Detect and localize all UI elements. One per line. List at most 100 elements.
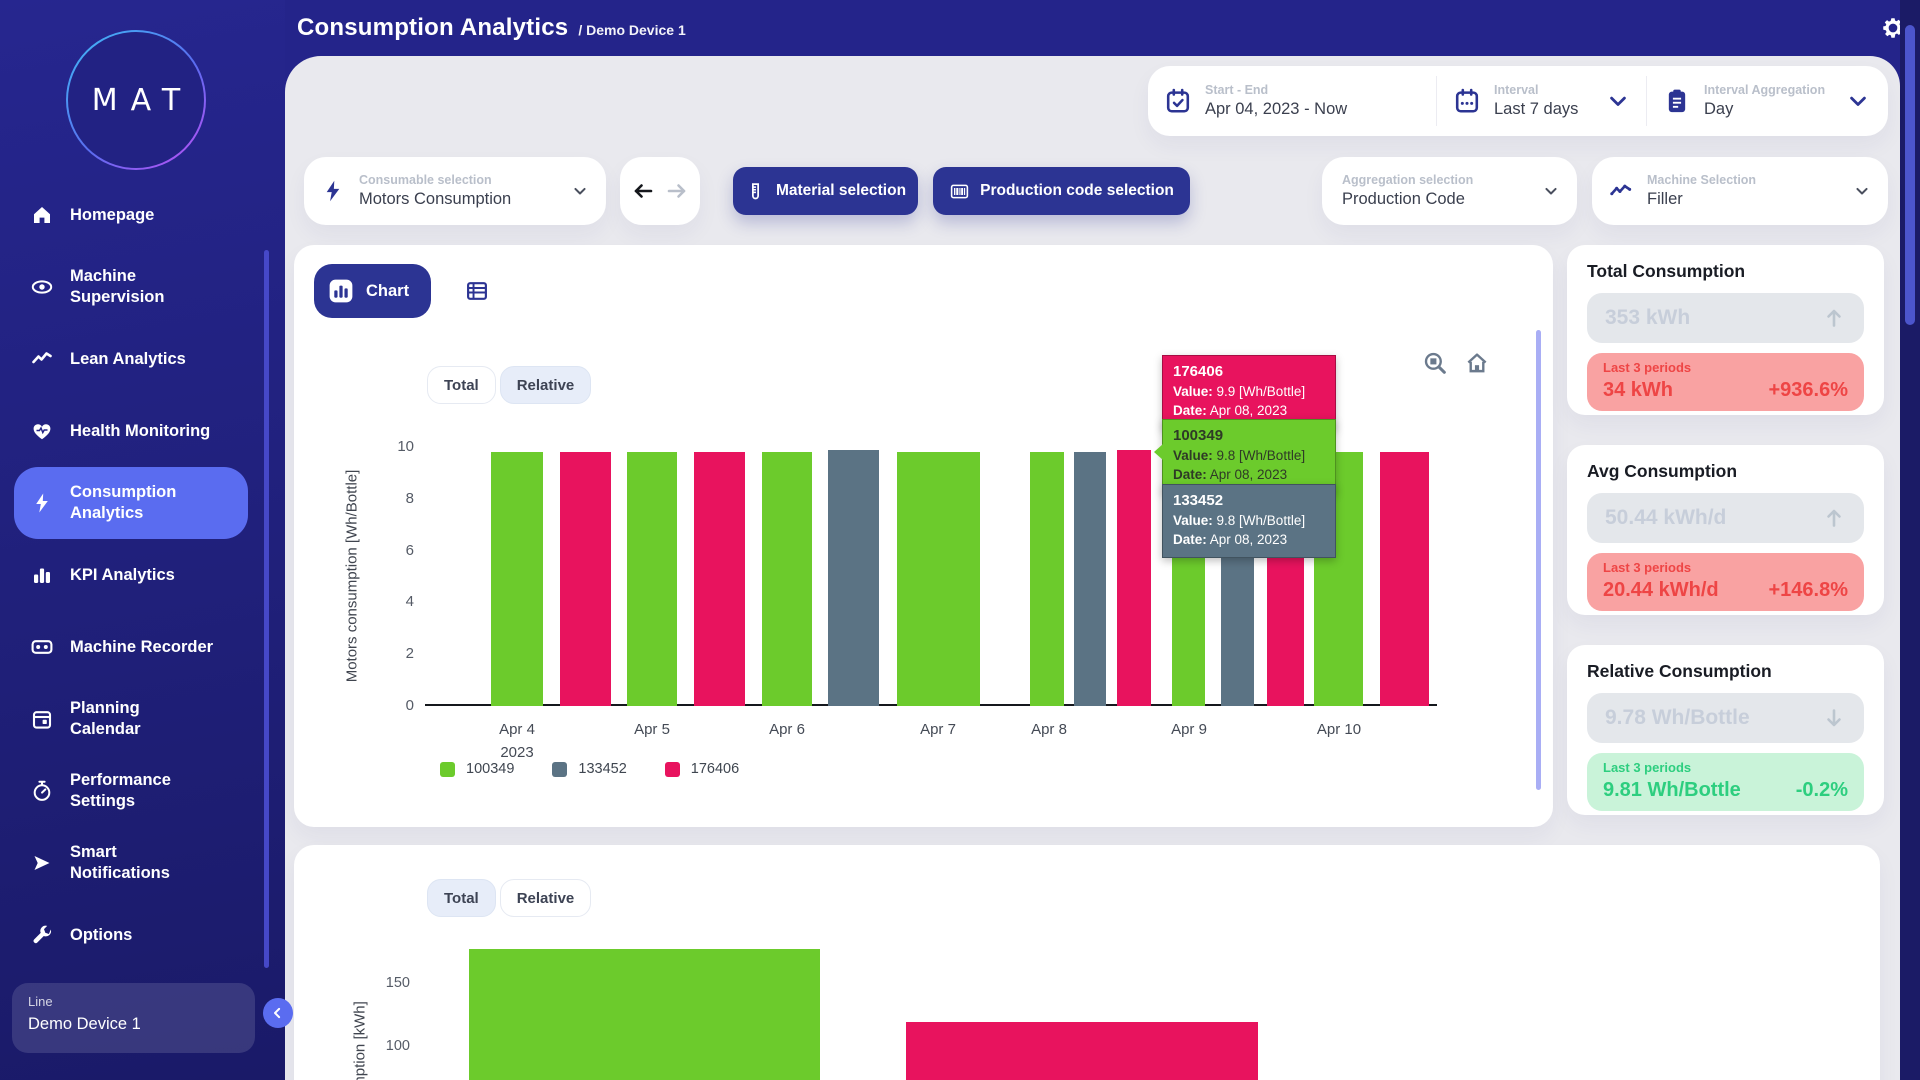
settings-gear-icon[interactable] [1880,15,1906,41]
sidebar-item-consumption-analytics[interactable]: Consumption Analytics [14,467,248,539]
y-tick-label: 0 [405,697,414,714]
bar-133452[interactable] [828,450,879,706]
material-selection-button[interactable]: Material selection [733,167,918,215]
consumable-label: Consumable selection [359,173,492,187]
sidebar-item-homepage[interactable]: Homepage [14,179,248,251]
machine-select[interactable]: Machine Selection Filler [1592,157,1888,225]
tooltip-series: 133452 [1173,492,1224,509]
top-chart-ylabel: Motors consumption [Wh/Bottle] [343,469,361,683]
toggle-total[interactable]: Total [427,879,496,917]
sidebar-item-kpi-analytics[interactable]: KPI Analytics [14,539,248,611]
barcode-icon [949,181,970,202]
chart-view-button[interactable]: Chart [314,264,432,318]
bolt-icon [320,178,346,204]
y-tick-label: 150 [385,975,410,991]
divider [1646,76,1647,126]
device-chip[interactable]: Line Demo Device 1 [12,983,255,1053]
x-tick-label: Apr 10 [1316,721,1362,738]
kpi-trend-value: 20.44 kWh/d [1603,579,1719,601]
aggregation-value: Production Code [1342,190,1465,208]
kpi-trend-value: 9.81 Wh/Bottle [1603,779,1741,801]
top-chart-card: Chart Total Relative Motors consumption [… [294,245,1553,827]
home-icon [30,203,54,227]
sidebar-item-machine-supervision[interactable]: Machine Supervision [14,251,248,323]
bar-100349[interactable] [762,452,812,706]
tooltip-value: Value: 9.8 [Wh/Bottle] [1173,448,1306,464]
bar-100349[interactable] [1030,452,1064,706]
start-end-picker[interactable]: Start - End Apr 04, 2023 - Now [1148,66,1436,136]
kpi-trend-pill: Last 3 periods 20.44 kWh/d +146.8% [1587,553,1864,611]
bar-176406[interactable] [906,1022,1258,1080]
bar-176406[interactable] [694,452,745,706]
tooltip-date: Date: Apr 08, 2023 [1173,532,1288,548]
chevron-down-icon [1541,181,1561,201]
y-tick-label: 2 [405,645,414,663]
bar-100349[interactable] [491,452,543,706]
arrow-forward-icon[interactable] [665,179,689,203]
bars-icon [30,563,54,587]
sidebar-collapse-button[interactable] [263,998,293,1028]
kpi-current-pill: 9.78 Wh/Bottle [1587,693,1864,743]
device-type-label: Line [28,994,53,1009]
kpi-current-value: 50.44 kWh/d [1605,506,1727,529]
kpi-current-pill: 353 kWh [1587,293,1864,343]
production-code-selection-button[interactable]: Production code selection [933,167,1190,215]
bar-133452[interactable] [1074,452,1106,706]
gauge-icon [30,779,54,803]
y-tick-label: 4 [405,593,414,611]
wrench-icon [30,923,54,947]
sidebar-item-label: Options [70,925,133,944]
arrow-up-icon [1822,506,1846,530]
chevron-left-icon [269,1004,287,1022]
interval-aggregation-select[interactable]: Interval Aggregation Day [1647,66,1888,136]
sidebar-item-lean-analytics[interactable]: Lean Analytics [14,323,248,395]
kpi-card-total-consumption: Total Consumption 353 kWh Last 3 periods 34… [1567,245,1884,415]
calendar-check-icon [1164,87,1192,115]
sidebar-item-label: Machine Supervision [70,267,165,306]
table-view-icon[interactable] [464,278,490,304]
x-tick-label: Apr 4 2023 [499,721,535,762]
kpi-trend-delta: +146.8% [1768,579,1848,601]
kpi-trend-pill: Last 3 periods 9.81 Wh/Bottle -0.2% [1587,753,1864,811]
toggle-relative[interactable]: Relative [499,366,592,404]
bar-100349[interactable] [897,452,980,706]
arrow-back-icon[interactable] [631,179,655,203]
trend-icon [30,347,54,371]
interval-aggregation-value: Day [1704,100,1734,118]
legend-item-176406[interactable]: 176406 [664,761,739,777]
bar-100349[interactable] [469,949,820,1080]
page-title: Consumption Analytics [297,14,569,41]
sidebar-item-planning-calendar[interactable]: Planning Calendar [14,683,248,755]
legend-label: 100349 [466,761,515,777]
legend-item-100349[interactable]: 100349 [440,761,514,777]
aggregation-select[interactable]: Aggregation selection Production Code [1322,157,1577,225]
bar-176406[interactable] [1117,450,1151,706]
sidebar-item-health-monitoring[interactable]: Health Monitoring [14,395,248,467]
sidebar-scrollbar[interactable] [264,250,269,968]
sidebar-item-options[interactable]: Options [14,899,248,971]
y-tick-label: 8 [405,489,414,507]
page-scrollbar-thumb[interactable] [1905,25,1915,325]
legend-item-133452[interactable]: 133452 [552,761,627,777]
tooltip-date: Date: Apr 08, 2023 [1173,403,1288,419]
kpi-current-value: 9.78 Wh/Bottle [1605,706,1750,729]
interval-select[interactable]: Interval Last 7 days [1437,66,1646,136]
consumable-select[interactable]: Consumable selection Motors Consumption [304,157,606,225]
bar-100349[interactable] [627,452,677,706]
chevron-down-icon [1604,87,1632,115]
toggle-relative[interactable]: Relative [499,879,592,917]
bar-176406[interactable] [560,452,611,706]
bar-176406[interactable] [1380,452,1429,706]
chart-scrollbar[interactable] [1536,330,1541,790]
kpi-trend-delta: -0.2% [1795,779,1848,801]
period-nav-card [620,157,700,225]
toggle-total[interactable]: Total [427,366,496,404]
legend-swatch [552,761,568,777]
sidebar-item-machine-recorder[interactable]: Machine Recorder [14,611,248,683]
home-reset-icon[interactable] [1464,350,1490,376]
zoom-icon[interactable] [1422,350,1448,376]
x-tick-label: Apr 5 [634,721,670,738]
material-selection-label: Material selection [775,182,907,199]
sidebar-item-performance-settings[interactable]: Performance Settings [14,755,248,827]
sidebar-item-smart-notifications[interactable]: Smart Notifications [14,827,248,899]
